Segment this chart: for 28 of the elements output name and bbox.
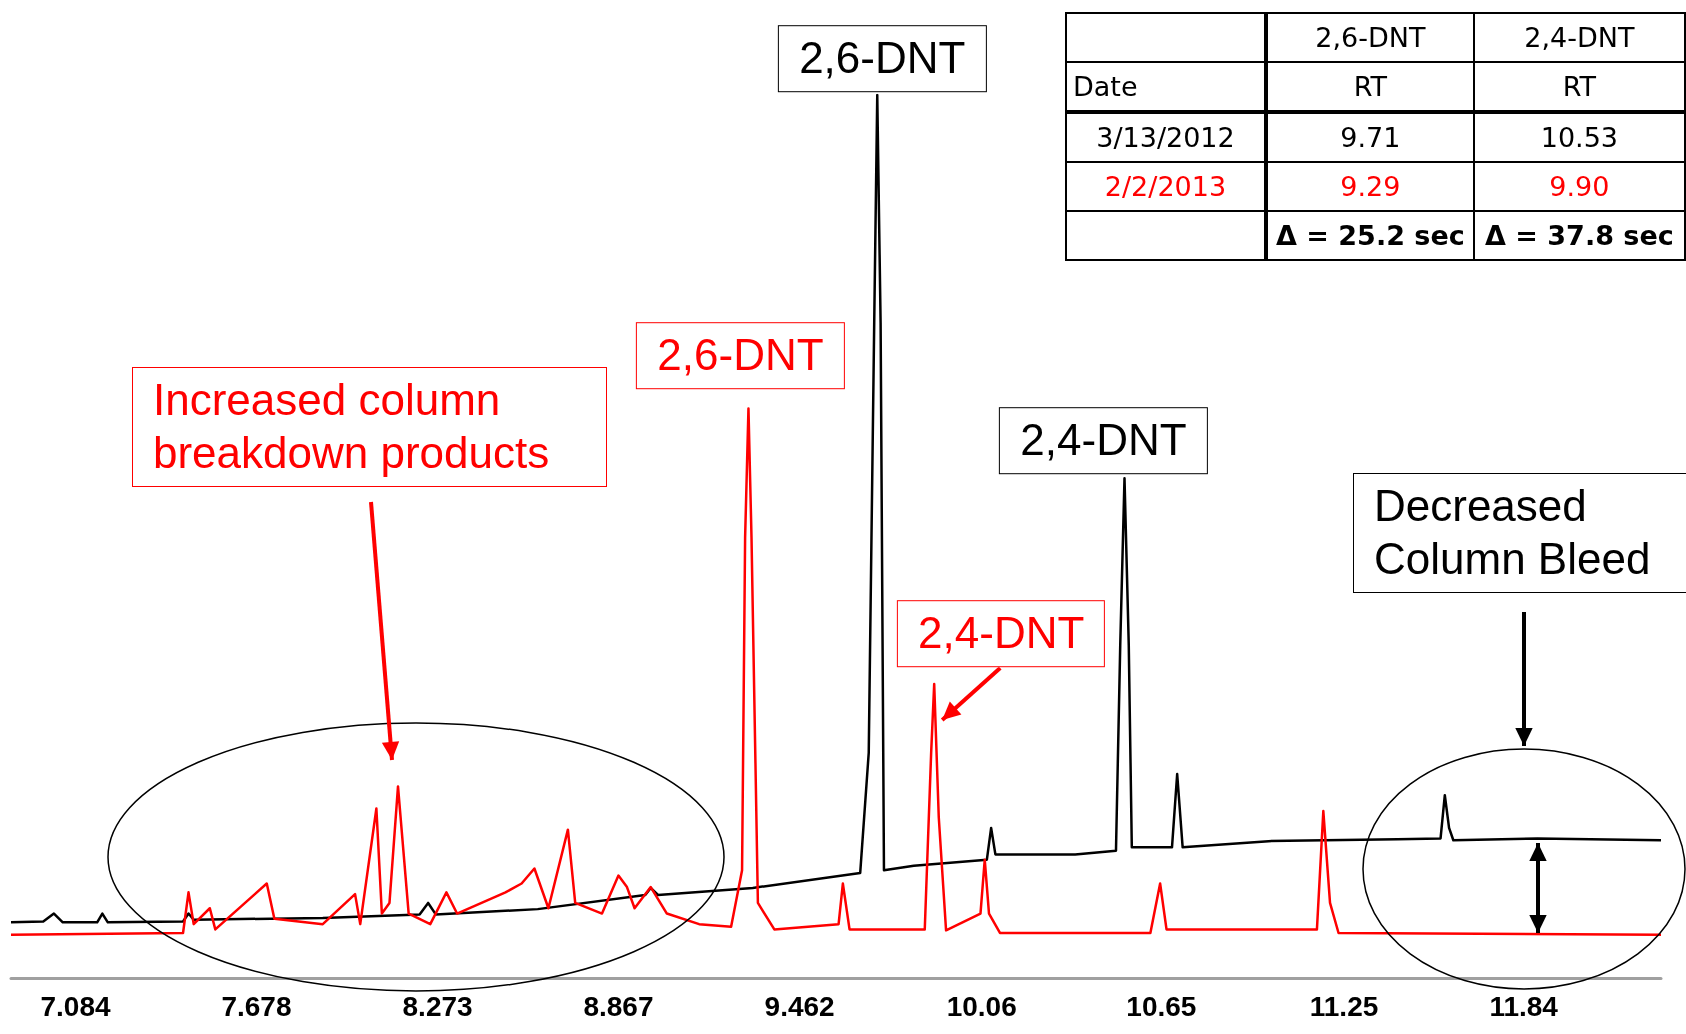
annotation: 3/13/2012 <box>1066 112 1266 162</box>
x-tick-label: 11.84 <box>1489 990 1559 1022</box>
annotation: 10.53 <box>1473 112 1685 162</box>
text: 2,4-DNT <box>1473 13 1685 62</box>
annotation: 2,6-DNT <box>636 322 845 390</box>
x-tick-label: 7.678 <box>221 990 292 1022</box>
annotation: Increased column breakdown products <box>132 367 607 487</box>
annotation: Δ = 37.8 sec <box>1473 211 1685 260</box>
annotation: RT <box>1473 62 1685 112</box>
x-tick-label: 8.867 <box>583 990 654 1022</box>
x-tick-label: 9.462 <box>764 990 835 1022</box>
annotation: 9.90 <box>1473 162 1685 211</box>
annotation: 2,6-DNT <box>778 25 987 92</box>
annotation: Decreased Column Bleed <box>1353 473 1686 593</box>
annotation: 9.71 <box>1265 112 1474 162</box>
annotation: RT <box>1265 62 1474 112</box>
text: 2,6-DNT <box>1265 13 1474 62</box>
x-tick-label: 11.25 <box>1309 990 1379 1022</box>
x-tick-label: 10.06 <box>946 990 1017 1022</box>
annotation: Δ = 25.2 sec <box>1265 211 1474 260</box>
annotation: 2,4-DNT <box>897 600 1106 667</box>
x-tick-label: 7.084 <box>40 990 112 1022</box>
annotation: 9.29 <box>1265 162 1474 211</box>
x-tick-label: 10.65 <box>1126 990 1197 1022</box>
annotation: 2,4-DNT <box>999 407 1208 475</box>
annotation: Date <box>1066 62 1266 112</box>
x-tick-label: 8.273 <box>402 990 473 1022</box>
annotation: 2/2/2013 <box>1066 162 1266 211</box>
